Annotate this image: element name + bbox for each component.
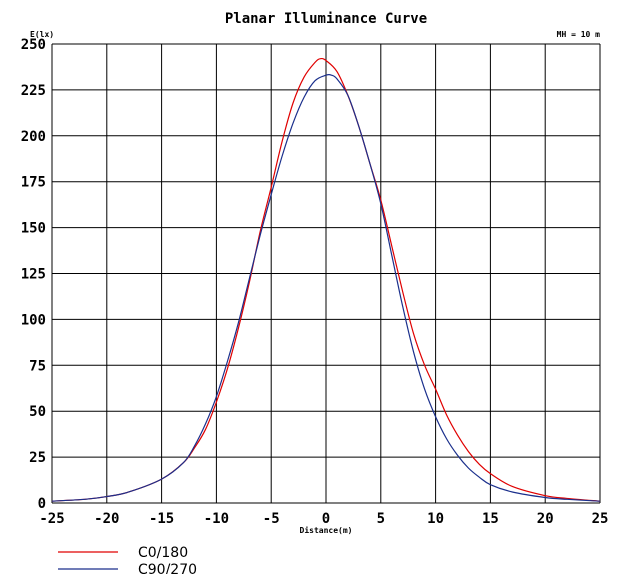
x-tick-label: -5 [263, 511, 280, 527]
x-axis-label: Distance(m) [300, 525, 353, 535]
mounting-height-annotation: MH = 10 m [557, 30, 601, 39]
x-tick-label: -25 [39, 511, 64, 527]
y-tick-label: 125 [21, 267, 46, 283]
y-tick-label: 225 [21, 83, 46, 99]
x-tick-label: 20 [537, 511, 554, 527]
legend-label: C0/180 [138, 545, 188, 561]
grid [51, 43, 601, 504]
series-line-c90-270 [51, 74, 601, 502]
y-tick-label: 100 [21, 312, 46, 328]
legend-label: C90/270 [138, 562, 197, 574]
series-lines [51, 57, 601, 502]
y-tick-label: 250 [21, 37, 46, 53]
x-tick-label: 0 [322, 511, 330, 527]
y-tick-label: 150 [21, 221, 46, 237]
x-tick-label: 10 [427, 511, 444, 527]
y-tick-label: 0 [38, 496, 46, 512]
y-axis-label: E(lx) [30, 30, 54, 39]
y-tick-label: 75 [29, 358, 46, 374]
y-tick-labels: 0 25 50 75 100 125 150 175 200 225 250 [21, 37, 46, 512]
y-tick-label: 200 [21, 129, 46, 145]
x-tick-label: -20 [94, 511, 119, 527]
chart-title: Planar Illuminance Curve [225, 11, 427, 27]
x-tick-label: -15 [149, 511, 174, 527]
y-tick-label: 175 [21, 175, 46, 191]
x-tick-label: 15 [482, 511, 499, 527]
y-tick-label: 50 [29, 404, 46, 420]
x-tick-labels: -25 -20 -15 -10 -5 0 5 10 15 20 25 [39, 511, 608, 527]
series-line-c0-180 [51, 57, 601, 502]
x-tick-label: 5 [377, 511, 385, 527]
x-tick-label: -10 [204, 511, 229, 527]
x-tick-label: 25 [592, 511, 609, 527]
y-tick-label: 25 [29, 450, 46, 466]
